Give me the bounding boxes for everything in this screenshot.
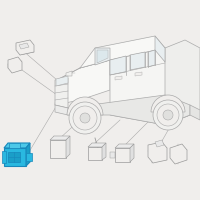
Polygon shape (190, 105, 200, 120)
Polygon shape (55, 78, 68, 108)
Polygon shape (130, 144, 134, 162)
Polygon shape (56, 76, 68, 86)
Polygon shape (148, 142, 167, 163)
Polygon shape (165, 40, 200, 125)
Polygon shape (4, 148, 26, 166)
Polygon shape (115, 144, 134, 148)
Polygon shape (88, 147, 102, 160)
Polygon shape (148, 50, 155, 67)
Circle shape (80, 113, 90, 123)
Polygon shape (8, 152, 20, 162)
Polygon shape (68, 95, 190, 125)
Polygon shape (110, 56, 126, 75)
Polygon shape (155, 140, 164, 147)
Polygon shape (88, 143, 106, 147)
Polygon shape (97, 50, 108, 63)
Polygon shape (26, 153, 32, 161)
Circle shape (73, 106, 97, 130)
Polygon shape (135, 72, 142, 76)
Wedge shape (67, 97, 103, 115)
Polygon shape (115, 148, 130, 162)
Polygon shape (50, 140, 66, 158)
Polygon shape (66, 136, 70, 158)
Polygon shape (55, 105, 68, 115)
Polygon shape (110, 152, 115, 158)
Polygon shape (130, 52, 145, 70)
Polygon shape (4, 143, 30, 148)
Polygon shape (110, 48, 190, 125)
Wedge shape (151, 95, 185, 112)
Polygon shape (95, 48, 110, 65)
Polygon shape (155, 36, 165, 62)
Polygon shape (66, 71, 72, 76)
Circle shape (163, 110, 173, 120)
Polygon shape (80, 36, 165, 68)
Polygon shape (16, 40, 34, 55)
Polygon shape (19, 43, 29, 49)
Polygon shape (50, 136, 70, 140)
Polygon shape (102, 143, 106, 160)
Polygon shape (55, 60, 110, 105)
Circle shape (157, 104, 179, 126)
Circle shape (153, 100, 183, 130)
Polygon shape (8, 57, 22, 73)
Polygon shape (9, 143, 20, 148)
Polygon shape (170, 144, 187, 164)
Circle shape (69, 102, 101, 134)
Polygon shape (2, 151, 6, 163)
Polygon shape (26, 143, 30, 166)
Polygon shape (115, 76, 122, 80)
